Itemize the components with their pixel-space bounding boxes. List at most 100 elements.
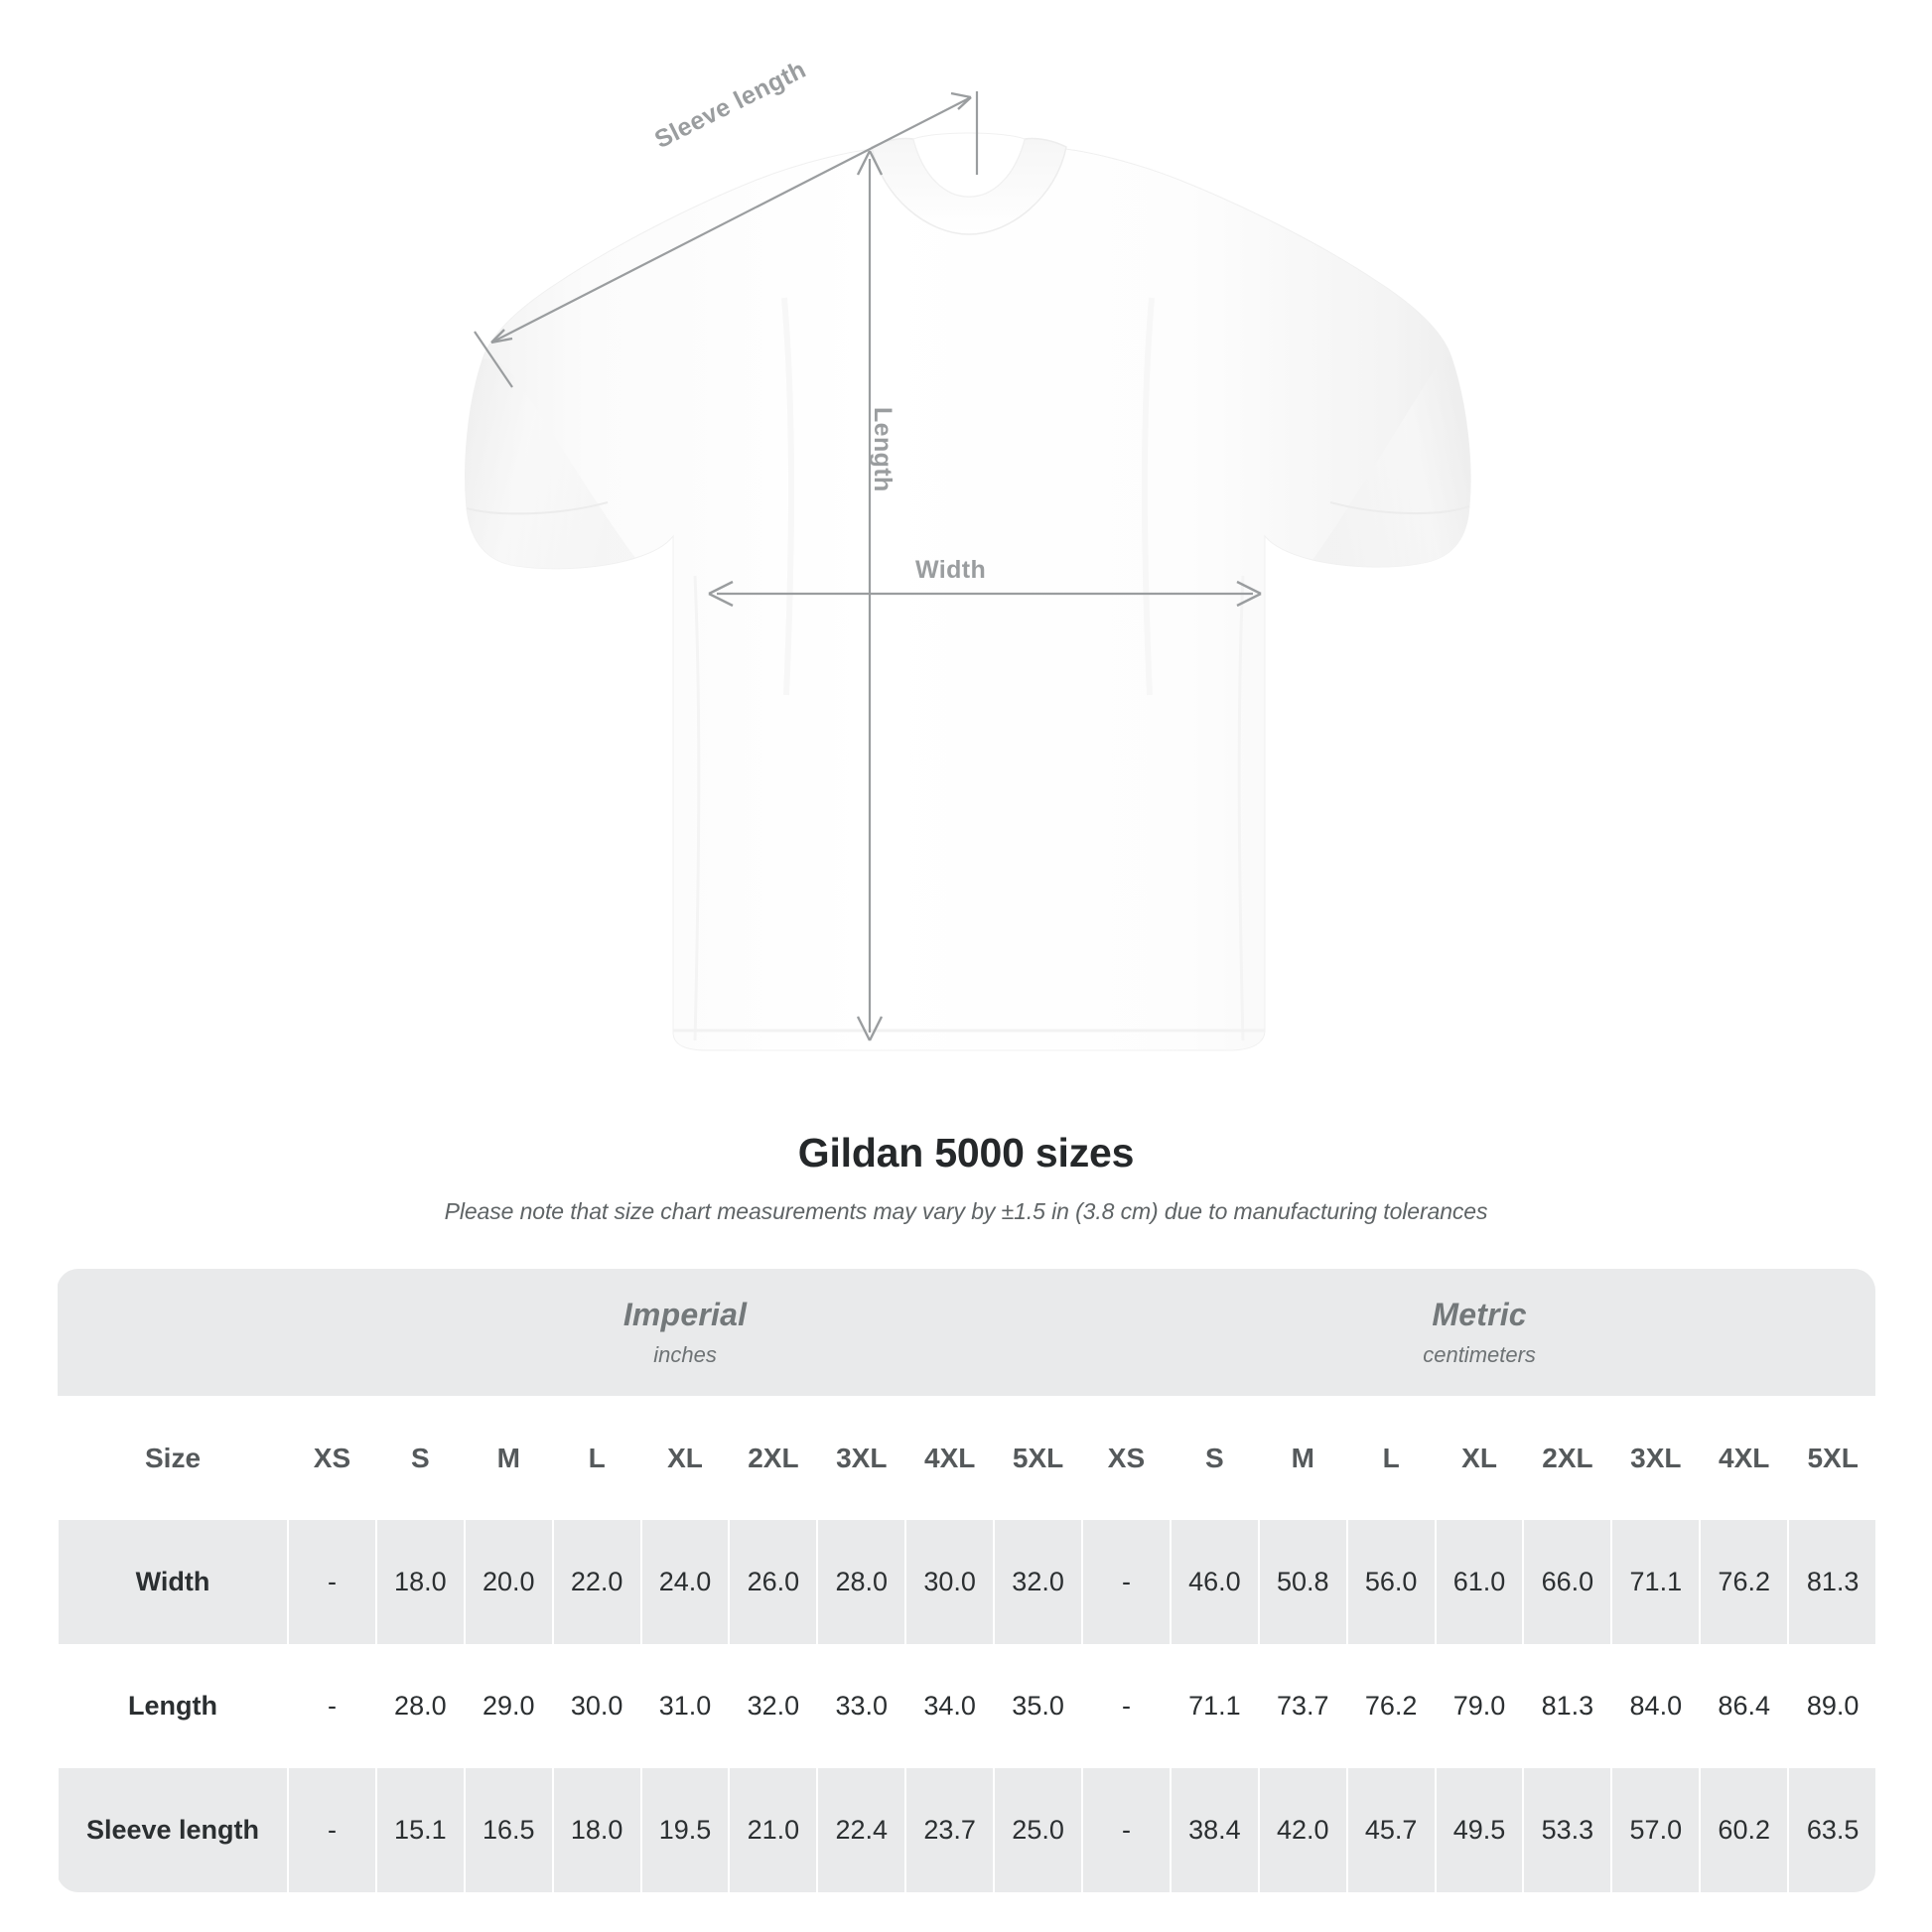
cell-sleeve-imperial-5xl: 25.0	[993, 1768, 1083, 1892]
cell-length-metric-3xl: 84.0	[1610, 1644, 1701, 1768]
cell-width-imperial-5xl: 32.0	[993, 1520, 1083, 1644]
cell-width-imperial-3xl: 28.0	[816, 1520, 906, 1644]
cell-length-metric-5xl: 89.0	[1787, 1644, 1875, 1768]
cell-sleeve-metric-5xl: 63.5	[1787, 1768, 1875, 1892]
table-row: Sleeve length - 15.1 16.5 18.0 19.5 21.0…	[57, 1768, 1875, 1892]
cell-width-metric-xl: 61.0	[1434, 1520, 1524, 1644]
size-header-metric-5xl: 5XL	[1787, 1396, 1875, 1520]
cell-width-imperial-xs: -	[287, 1520, 376, 1644]
left-sleeve-hem	[466, 501, 609, 515]
size-header-metric-s: S	[1169, 1396, 1259, 1520]
cell-width-metric-4xl: 76.2	[1699, 1520, 1789, 1644]
cell-width-imperial-2xl: 26.0	[728, 1520, 818, 1644]
cell-sleeve-imperial-3xl: 22.4	[816, 1768, 906, 1892]
cell-length-imperial-xl: 31.0	[639, 1644, 730, 1768]
shirt-body-path	[465, 148, 1471, 1051]
size-header-metric-l: L	[1345, 1396, 1436, 1520]
cell-width-metric-xs: -	[1081, 1520, 1171, 1644]
unit-group-metric-name: Metric	[1432, 1297, 1527, 1332]
row-header-sleeve-length: Sleeve length	[57, 1768, 288, 1892]
cell-width-metric-5xl: 81.3	[1787, 1520, 1875, 1644]
cell-sleeve-imperial-l: 18.0	[551, 1768, 641, 1892]
cell-length-metric-2xl: 81.3	[1522, 1644, 1612, 1768]
cell-length-imperial-xs: -	[287, 1644, 376, 1768]
table-row: Width - 18.0 20.0 22.0 24.0 26.0 28.0 30…	[57, 1520, 1875, 1644]
cell-sleeve-imperial-xl: 19.5	[639, 1768, 730, 1892]
cell-width-imperial-l: 22.0	[551, 1520, 641, 1644]
size-chart-table: Imperial inches Metric centimeters Size …	[57, 1269, 1875, 1892]
page-title: Gildan 5000 sizes	[797, 1130, 1135, 1175]
cell-width-metric-s: 46.0	[1169, 1520, 1259, 1644]
cell-width-metric-3xl: 71.1	[1610, 1520, 1701, 1644]
cell-sleeve-metric-4xl: 60.2	[1699, 1768, 1789, 1892]
tshirt-diagram: Sleeve length Length Width	[465, 55, 1471, 1051]
cell-length-metric-xs: -	[1081, 1644, 1171, 1768]
length-dimension	[856, 150, 884, 1041]
cell-length-metric-4xl: 86.4	[1699, 1644, 1789, 1768]
tshirt-shape	[465, 132, 1471, 1051]
size-header-imperial-xl: XL	[639, 1396, 730, 1520]
unit-group-metric-sub: centimeters	[1423, 1342, 1536, 1367]
cell-length-imperial-s: 28.0	[374, 1644, 465, 1768]
cell-sleeve-metric-xl: 49.5	[1434, 1768, 1524, 1892]
unit-group-imperial-sub: inches	[653, 1342, 717, 1367]
size-header-metric-xl: XL	[1434, 1396, 1524, 1520]
size-header-metric-xs: XS	[1081, 1396, 1171, 1520]
cell-length-imperial-l: 30.0	[551, 1644, 641, 1768]
size-header-metric-3xl: 3XL	[1610, 1396, 1701, 1520]
cell-sleeve-imperial-s: 15.1	[374, 1768, 465, 1892]
row-header-width: Width	[57, 1520, 288, 1644]
cell-length-metric-s: 71.1	[1169, 1644, 1259, 1768]
cell-sleeve-imperial-m: 16.5	[463, 1768, 553, 1892]
width-dimension	[708, 580, 1262, 608]
chart-heading: Gildan 5000 sizes Please note that size …	[0, 1130, 1932, 1225]
unit-spacer-cell	[58, 1269, 288, 1396]
size-header-metric-4xl: 4XL	[1699, 1396, 1789, 1520]
left-sleeve-shade	[465, 358, 635, 569]
fold-right	[1237, 575, 1245, 1041]
size-chart-table-container: Imperial inches Metric centimeters Size …	[57, 1269, 1875, 1892]
unit-group-metric: Metric centimeters	[1082, 1269, 1875, 1396]
row-header-size: Size	[57, 1396, 288, 1520]
fold-left	[693, 575, 701, 1041]
table-row: Length - 28.0 29.0 30.0 31.0 32.0 33.0 3…	[57, 1644, 1875, 1768]
cell-sleeve-imperial-xs: -	[287, 1768, 376, 1892]
size-header-metric-2xl: 2XL	[1522, 1396, 1612, 1520]
tshirt-illustration	[465, 91, 1471, 1051]
size-header-row: Size XS S M L XL 2XL 3XL 4XL 5XL XS S M …	[57, 1396, 1875, 1520]
cell-width-imperial-s: 18.0	[374, 1520, 465, 1644]
width-label: Width	[915, 556, 987, 584]
cell-width-imperial-4xl: 30.0	[904, 1520, 995, 1644]
size-header-imperial-4xl: 4XL	[904, 1396, 995, 1520]
cell-width-metric-2xl: 66.0	[1522, 1520, 1612, 1644]
table-body: Imperial inches Metric centimeters Size …	[57, 1269, 1875, 1892]
cell-length-imperial-4xl: 34.0	[904, 1644, 995, 1768]
dimension-lines	[474, 91, 1262, 1041]
cell-length-imperial-3xl: 33.0	[816, 1644, 906, 1768]
cell-sleeve-metric-m: 42.0	[1257, 1768, 1347, 1892]
row-header-length: Length	[57, 1644, 288, 1768]
cell-sleeve-metric-l: 45.7	[1345, 1768, 1436, 1892]
cell-width-metric-l: 56.0	[1345, 1520, 1436, 1644]
cell-length-metric-xl: 79.0	[1434, 1644, 1524, 1768]
cell-length-imperial-2xl: 32.0	[728, 1644, 818, 1768]
cell-width-imperial-xl: 24.0	[639, 1520, 730, 1644]
unit-header-row: Imperial inches Metric centimeters	[58, 1269, 1875, 1396]
size-header-imperial-2xl: 2XL	[728, 1396, 818, 1520]
neck-opening	[912, 132, 1026, 198]
right-sleeve-shade	[1312, 356, 1471, 568]
cell-length-imperial-m: 29.0	[463, 1644, 553, 1768]
cell-sleeve-metric-s: 38.4	[1169, 1768, 1259, 1892]
fold-chest-right	[1142, 297, 1155, 696]
cell-sleeve-imperial-2xl: 21.0	[728, 1768, 818, 1892]
cell-sleeve-metric-2xl: 53.3	[1522, 1768, 1612, 1892]
length-label: Length	[869, 407, 897, 492]
fold-chest-left	[781, 297, 794, 696]
unit-group-imperial: Imperial inches	[288, 1269, 1083, 1396]
cell-length-metric-l: 76.2	[1345, 1644, 1436, 1768]
cell-sleeve-imperial-4xl: 23.7	[904, 1768, 995, 1892]
size-header-imperial-s: S	[374, 1396, 465, 1520]
size-header-imperial-m: M	[463, 1396, 553, 1520]
size-header-imperial-xs: XS	[287, 1396, 376, 1520]
